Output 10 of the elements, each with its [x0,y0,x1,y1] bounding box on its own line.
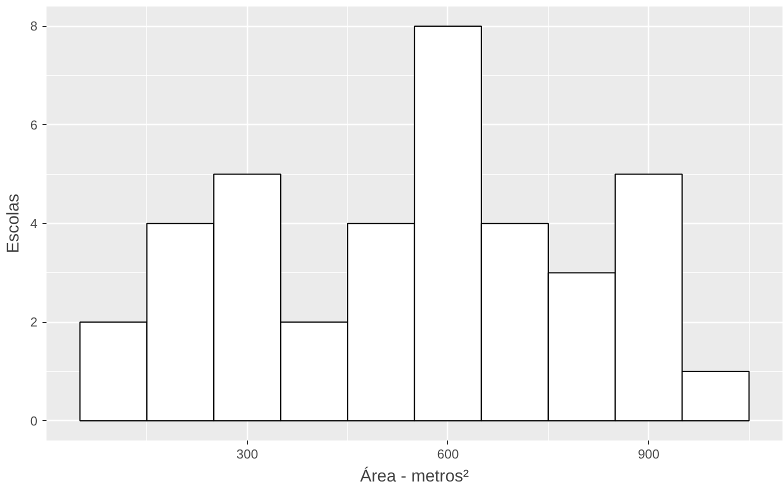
x-axis-title: Área - metros² [360,466,470,486]
x-tick-label: 600 [437,446,459,462]
x-tick-label: 300 [236,446,258,462]
y-tick-label: 0 [30,413,38,428]
y-tick-label: 4 [30,216,38,231]
y-tick-label: 2 [30,314,38,330]
x-tick-label: 900 [638,446,660,462]
y-tick-label: 8 [30,18,38,34]
y-axis-title: Escolas [3,194,22,254]
y-tick-label: 6 [30,117,38,132]
